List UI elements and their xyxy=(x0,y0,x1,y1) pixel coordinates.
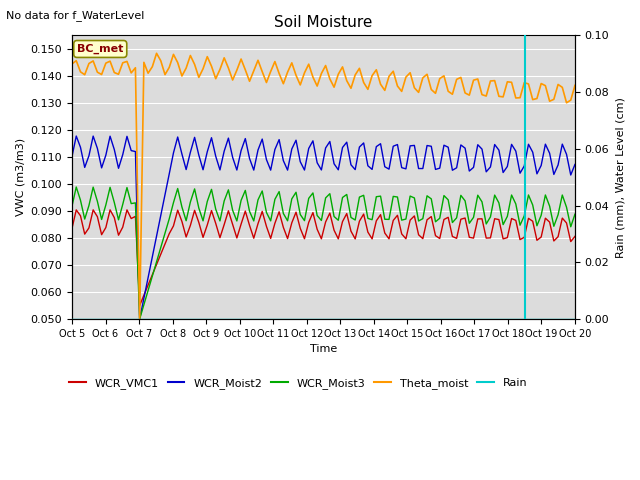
Theta_moist xyxy=(182,65,190,71)
WCR_VMC1 xyxy=(571,233,579,239)
WCR_Moist3 xyxy=(212,206,220,212)
WCR_VMC1 xyxy=(106,207,114,213)
WCR_Moist2 xyxy=(474,142,482,148)
WCR_VMC1 xyxy=(212,220,220,226)
Theta_moist xyxy=(212,76,220,82)
WCR_Moist3 xyxy=(423,193,431,199)
Theta_moist xyxy=(474,76,482,82)
WCR_VMC1 xyxy=(474,216,482,222)
Line: WCR_Moist3: WCR_Moist3 xyxy=(72,187,575,319)
WCR_VMC1 xyxy=(68,226,76,231)
Theta_moist xyxy=(423,72,431,77)
Text: No data for f_WaterLevel: No data for f_WaterLevel xyxy=(6,10,145,21)
WCR_VMC1 xyxy=(563,220,570,226)
WCR_Moist3 xyxy=(72,184,80,190)
Theta_moist xyxy=(68,61,76,67)
WCR_Moist2 xyxy=(72,133,80,139)
WCR_Moist2 xyxy=(571,162,579,168)
WCR_Moist2 xyxy=(356,144,364,150)
WCR_Moist3 xyxy=(474,192,482,198)
WCR_Moist2 xyxy=(423,143,431,148)
Legend: WCR_VMC1, WCR_Moist2, WCR_Moist3, Theta_moist, Rain: WCR_VMC1, WCR_Moist2, WCR_Moist3, Theta_… xyxy=(65,373,532,393)
Line: WCR_VMC1: WCR_VMC1 xyxy=(72,210,575,306)
Theta_moist xyxy=(356,65,364,71)
Theta_moist xyxy=(571,83,579,88)
WCR_VMC1 xyxy=(136,303,143,309)
WCR_Moist2 xyxy=(212,154,220,159)
Text: BC_met: BC_met xyxy=(77,44,124,54)
WCR_VMC1 xyxy=(182,234,190,240)
Y-axis label: Rain (mm), Water Level (cm): Rain (mm), Water Level (cm) xyxy=(615,97,625,258)
WCR_Moist3 xyxy=(563,204,570,210)
WCR_Moist3 xyxy=(571,211,579,217)
WCR_VMC1 xyxy=(356,218,364,224)
Y-axis label: VWC (m3/m3): VWC (m3/m3) xyxy=(15,138,25,216)
X-axis label: Time: Time xyxy=(310,344,337,354)
Theta_moist xyxy=(563,100,570,106)
Title: Soil Moisture: Soil Moisture xyxy=(275,15,372,30)
Theta_moist xyxy=(153,50,161,56)
WCR_Moist2 xyxy=(182,167,190,172)
WCR_Moist3 xyxy=(68,203,76,209)
WCR_Moist2 xyxy=(68,154,76,159)
Theta_moist xyxy=(136,316,143,322)
Line: Theta_moist: Theta_moist xyxy=(72,53,575,319)
WCR_VMC1 xyxy=(423,217,431,223)
WCR_Moist3 xyxy=(356,194,364,200)
WCR_Moist3 xyxy=(182,218,190,224)
WCR_Moist3 xyxy=(136,316,143,322)
WCR_Moist2 xyxy=(563,151,570,157)
WCR_Moist2 xyxy=(136,316,143,322)
Line: WCR_Moist2: WCR_Moist2 xyxy=(72,136,575,319)
